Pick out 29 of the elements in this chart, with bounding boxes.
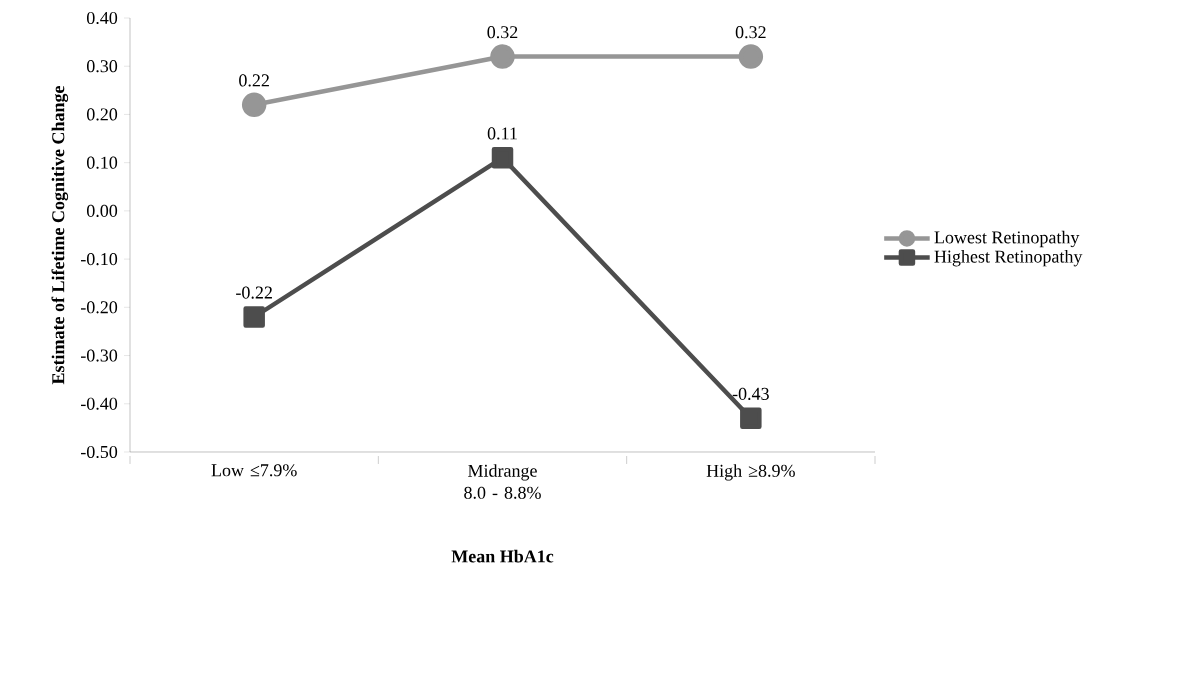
point <box>740 407 762 429</box>
y-tick-label: 0.30 <box>87 60 118 73</box>
data-label: 0.32 <box>487 26 518 39</box>
y-tick-label: -0.10 <box>80 253 118 266</box>
x-tick-label: Midrange 8.0 - 8.8% <box>464 464 541 499</box>
data-label: -0.22 <box>236 286 272 299</box>
y-tick-label: 0.10 <box>87 156 118 169</box>
point <box>241 92 267 118</box>
y-tick-label: -0.20 <box>80 301 118 314</box>
y-tick-label: 0.00 <box>87 204 118 217</box>
x-tick-label: Low ≤7.9% <box>211 464 297 477</box>
y-tick-label: -0.30 <box>80 349 118 362</box>
point <box>491 147 514 169</box>
y-axis-title: Estimate of Lifetime Cognitive Change <box>51 85 69 385</box>
data-label: 0.32 <box>735 26 766 39</box>
data-label: 0.11 <box>487 127 517 140</box>
y-tick-label: -0.40 <box>80 397 118 410</box>
x-tick-label: High ≥8.9% <box>706 464 795 481</box>
x-axis-title: Mean HbA1c <box>451 549 554 563</box>
legend-label: Lowest Retinopathy <box>934 230 1080 248</box>
y-tick-label: 0.20 <box>87 108 118 121</box>
point <box>490 44 515 69</box>
legend-label: Highest Retinopathy <box>934 250 1083 267</box>
y-tick-label: 0.40 <box>87 11 118 25</box>
y-tick-label: -0.50 <box>80 445 118 459</box>
data-label: 0.22 <box>239 74 269 87</box>
point <box>738 44 764 69</box>
point <box>243 306 265 328</box>
data-label: -0.43 <box>732 387 769 400</box>
